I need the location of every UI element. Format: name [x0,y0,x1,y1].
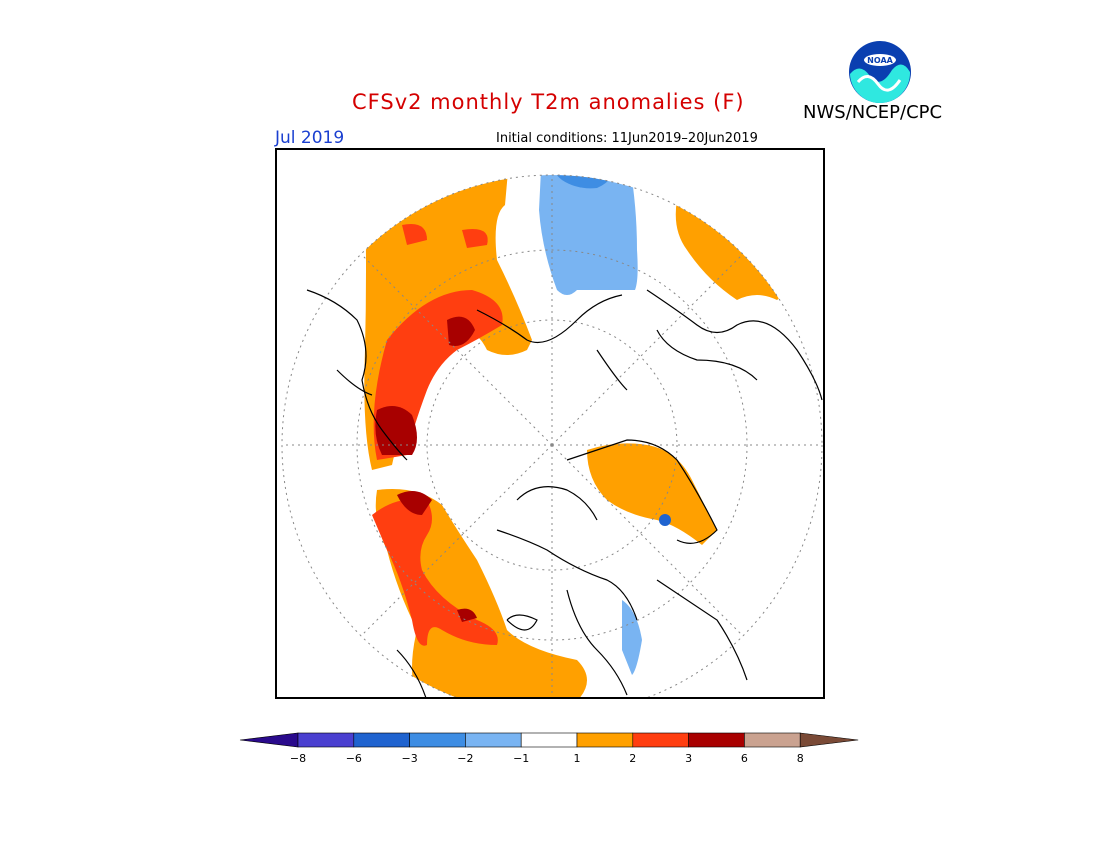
colorbar-bin [409,732,466,748]
colorbar-bin [239,732,299,748]
colorbar-bin [465,732,522,748]
colorbar-bin [297,732,355,748]
polar-anomaly-map [275,148,825,699]
anomaly-region-red [402,224,427,245]
anomaly-region-lightblue [622,600,642,675]
colorbar-tick-label: −1 [513,752,530,765]
colorbar-tick-label: −2 [457,752,474,765]
noaa-logo-icon: NOAA [849,41,911,104]
colorbar-bin [632,732,689,748]
anomaly-region-darkred [457,608,477,622]
coastlines [306,289,823,697]
map-canvas [281,174,823,697]
colorbar-bin [744,732,801,748]
anomaly-region-orange [587,443,717,545]
anomaly-region-lightblue [539,175,638,295]
colorbar-tick-label: −8 [289,752,307,765]
colorbar-tick-label: 1 [573,752,581,765]
anomaly-region-orange [675,186,785,300]
anomaly-region-darkred [397,491,432,515]
colorbar-tick-label: 3 [685,752,693,765]
latitude-circles [281,174,823,697]
colorbar-tick-label: 8 [796,752,804,765]
map-title: CFSv2 monthly T2m anomalies (F) [352,90,745,114]
colorbar-tick-label: 6 [740,752,748,765]
valid-month: Jul 2019 [275,128,345,148]
colorbar-tick-label: −3 [401,752,418,765]
meridian-lines [282,175,822,697]
colorbar [239,732,859,748]
logo-text: NOAA [867,56,893,65]
agency-label: NWS/NCEP/CPC [803,102,943,123]
anomaly-region-red [372,499,498,646]
anomaly-region-orange [375,489,587,697]
colorbar-bin [353,732,410,748]
anomaly-region-darkred [375,406,417,455]
colorbar-bin [688,732,745,748]
initial-conditions: Initial conditions: 11Jun2019–20Jun2019 [496,131,758,146]
colorbar-tick-label: 2 [629,752,637,765]
colorbar-bin [799,732,859,748]
anomaly-spot-blue [659,514,671,526]
anomaly-region-red [462,229,488,248]
colorbar-bin [576,732,634,748]
colorbar-bin [520,732,578,748]
colorbar-tick-label: −6 [345,752,362,765]
anomaly-region-darkred [447,316,475,346]
